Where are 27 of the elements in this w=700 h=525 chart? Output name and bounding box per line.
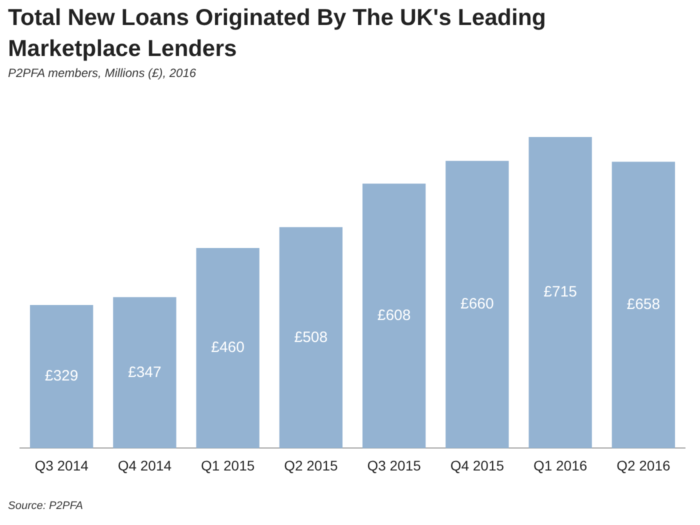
data-label: £608 xyxy=(377,307,411,324)
bar xyxy=(446,160,509,448)
data-label: £660 xyxy=(460,296,494,313)
data-label: £347 xyxy=(128,364,162,381)
data-label: £508 xyxy=(294,328,328,346)
x-tick-label: Q1 2015 xyxy=(200,457,255,474)
x-tick-label: Q3 2015 xyxy=(367,457,422,474)
bar xyxy=(279,227,343,448)
bar xyxy=(196,248,260,448)
x-tick-label: Q2 2015 xyxy=(284,457,338,474)
bar xyxy=(612,162,676,448)
data-label: £715 xyxy=(544,284,577,301)
bar xyxy=(362,184,426,448)
x-tick-label: Q4 2015 xyxy=(450,457,504,474)
data-label: £329 xyxy=(44,368,78,385)
chart-title: Total New Loans Originated By The UK's Leading Marketplace Lenders xyxy=(8,3,547,63)
bar xyxy=(528,136,592,448)
x-tick-label: Q4 2014 xyxy=(118,457,172,474)
bar xyxy=(113,297,176,448)
bar xyxy=(30,305,94,448)
source-note: Source: P2PFA xyxy=(8,500,83,512)
chart-subtitle: P2PFA members, Millions (£), 2016 xyxy=(8,66,196,80)
x-tick-label: Q3 2014 xyxy=(34,457,89,474)
data-label: £460 xyxy=(211,339,244,356)
x-tick-label: Q2 2016 xyxy=(616,457,670,474)
x-tick-label: Q1 2016 xyxy=(533,457,588,474)
data-label: £658 xyxy=(626,296,660,314)
